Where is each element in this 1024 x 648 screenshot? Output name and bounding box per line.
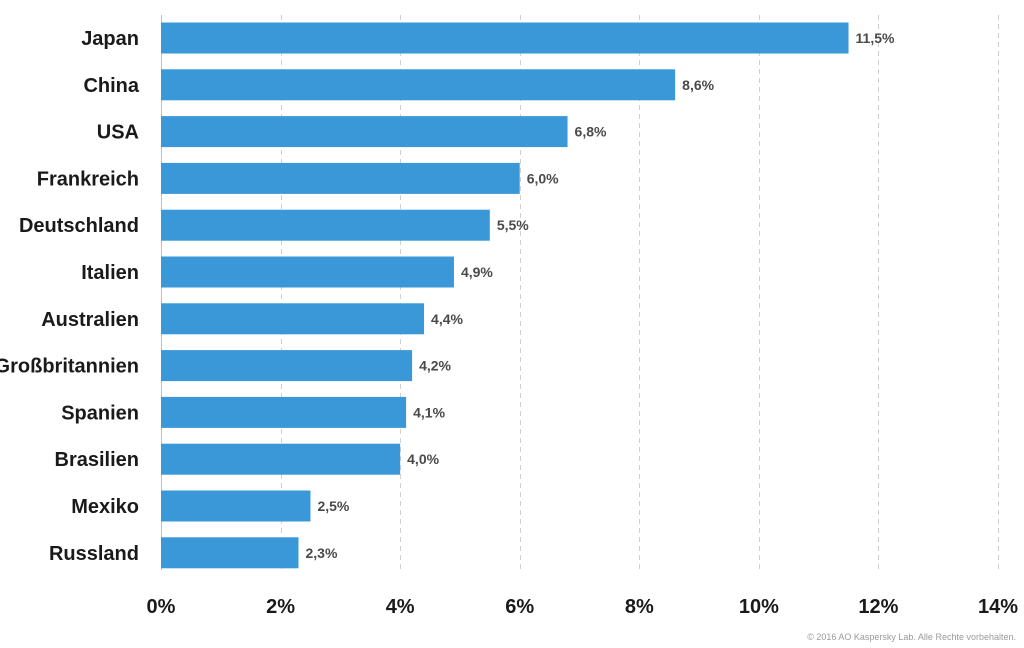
bar bbox=[161, 396, 407, 428]
value-label: 4,2% bbox=[419, 358, 451, 374]
bar bbox=[161, 443, 401, 475]
value-label: 8,6% bbox=[682, 77, 714, 93]
x-axis-tick-labels: 0% 2% 4% 6% 8% 10% 12% 14% bbox=[147, 596, 1019, 618]
x-tick-label: 8% bbox=[625, 596, 654, 618]
value-labels: 11,5% 8,6% 6,8% 6,0% 5,5% 4,9% 4,4% 4,2% 4,1% 4,0… bbox=[306, 30, 896, 561]
x-tick-label: 12% bbox=[858, 596, 898, 618]
x-tick-label: 6% bbox=[505, 596, 534, 618]
bar bbox=[161, 162, 520, 194]
bar bbox=[161, 490, 311, 522]
value-label: 4,4% bbox=[431, 311, 463, 327]
bar bbox=[161, 537, 299, 569]
value-label: 5,5% bbox=[497, 217, 529, 233]
category-label: Brasilien bbox=[55, 449, 139, 471]
category-label: USA bbox=[97, 122, 139, 144]
grid-lines bbox=[161, 15, 999, 570]
value-label: 6,0% bbox=[527, 170, 559, 186]
value-label: 4,1% bbox=[413, 404, 445, 420]
value-label: 11,5% bbox=[856, 30, 895, 46]
x-tick-label: 14% bbox=[978, 596, 1018, 618]
category-label: Russland bbox=[49, 543, 139, 565]
bar bbox=[161, 22, 849, 54]
bar bbox=[161, 303, 425, 335]
value-label: 4,0% bbox=[407, 451, 439, 467]
category-label: Großbritannien bbox=[0, 356, 139, 378]
bars bbox=[161, 22, 849, 569]
category-label: China bbox=[83, 75, 139, 97]
value-label: 4,9% bbox=[461, 264, 493, 280]
value-label: 2,5% bbox=[317, 498, 349, 514]
x-tick-label: 4% bbox=[386, 596, 415, 618]
x-tick-label: 2% bbox=[266, 596, 295, 618]
bar bbox=[161, 256, 454, 288]
value-label: 2,3% bbox=[306, 545, 338, 561]
bar bbox=[161, 69, 676, 101]
copyright-note: © 2016 AO Kaspersky Lab. Alle Rechte vor… bbox=[807, 632, 1016, 642]
category-label: Italien bbox=[81, 262, 139, 284]
category-label: Japan bbox=[81, 28, 139, 50]
value-label: 6,8% bbox=[575, 124, 607, 140]
category-label: Mexiko bbox=[71, 496, 139, 518]
category-label: Australien bbox=[41, 309, 139, 331]
category-labels: Japan China USA Frankreich Deutschland Italie… bbox=[0, 28, 140, 565]
bar bbox=[161, 209, 490, 241]
x-tick-label: 10% bbox=[739, 596, 779, 618]
x-tick-label: 0% bbox=[147, 596, 176, 618]
bar bbox=[161, 116, 568, 148]
category-label: Frankreich bbox=[37, 168, 139, 190]
category-label: Deutschland bbox=[19, 215, 139, 237]
bar bbox=[161, 350, 413, 382]
category-label: Spanien bbox=[61, 402, 139, 424]
